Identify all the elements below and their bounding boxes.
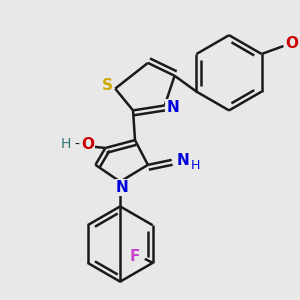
Text: -: - <box>74 138 79 152</box>
Text: H: H <box>191 159 200 172</box>
Text: N: N <box>116 180 128 195</box>
Text: O: O <box>81 136 94 152</box>
Text: O: O <box>285 36 298 51</box>
Text: N: N <box>166 100 179 115</box>
Text: S: S <box>102 78 113 93</box>
Text: F: F <box>130 249 140 264</box>
Text: H: H <box>61 137 71 151</box>
Text: N: N <box>176 153 189 168</box>
